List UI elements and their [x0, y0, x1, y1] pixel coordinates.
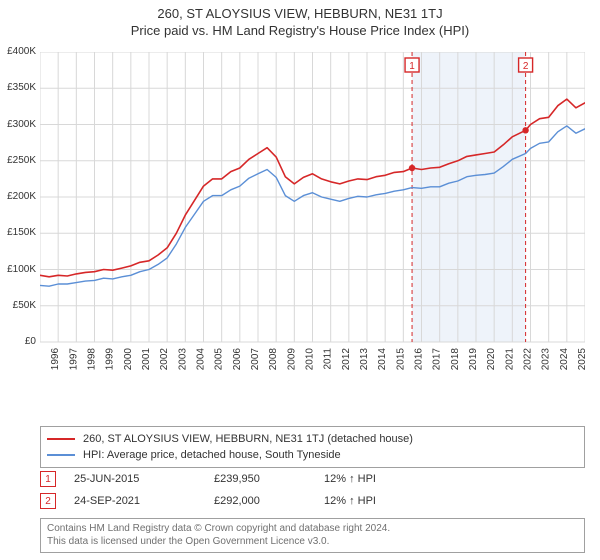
sale-date-1: 24-SEP-2021: [74, 495, 214, 507]
svg-text:2002: 2002: [159, 348, 170, 371]
legend-row-0: 260, ST ALOYSIUS VIEW, HEBBURN, NE31 1TJ…: [47, 431, 578, 447]
svg-text:1998: 1998: [87, 348, 98, 371]
chart-plot-area: 1995 1996 1997 1998 1999 2000 2001 2002 2003 2004…: [40, 52, 585, 372]
svg-text:2001: 2001: [141, 348, 152, 371]
svg-text:2022: 2022: [523, 348, 534, 371]
y-tick-label: £100K: [2, 264, 36, 275]
sale-date-0: 25-JUN-2015: [74, 473, 214, 485]
y-tick-label: £200K: [2, 191, 36, 202]
svg-text:2004: 2004: [196, 348, 207, 371]
footer: Contains HM Land Registry data © Crown c…: [40, 518, 585, 553]
chart-subtitle: Price paid vs. HM Land Registry's House …: [0, 23, 600, 38]
y-tick-label: £350K: [2, 82, 36, 93]
svg-text:1999: 1999: [105, 348, 116, 371]
footer-line-2: This data is licensed under the Open Gov…: [47, 536, 578, 549]
svg-text:2017: 2017: [432, 348, 443, 371]
svg-text:1996: 1996: [50, 348, 61, 371]
sale-price-0: £239,950: [214, 473, 324, 485]
svg-text:2003: 2003: [177, 348, 188, 371]
svg-text:2021: 2021: [504, 348, 515, 371]
chart-svg: 1995 1996 1997 1998 1999 2000 2001 2002 2003 2004…: [40, 52, 585, 372]
sale-hpi-1: 12% ↑ HPI: [324, 495, 444, 507]
legend-row-1: HPI: Average price, detached house, Sout…: [47, 447, 578, 463]
sale-marker-0-text: 1: [45, 474, 51, 485]
svg-text:2: 2: [523, 61, 529, 72]
y-tick-label: £400K: [2, 46, 36, 57]
svg-text:2015: 2015: [395, 348, 406, 371]
y-tick-label: £300K: [2, 119, 36, 130]
svg-text:2009: 2009: [286, 348, 297, 371]
svg-text:2008: 2008: [268, 348, 279, 371]
svg-text:1: 1: [409, 61, 415, 72]
sales-table: 1 25-JUN-2015 £239,950 12% ↑ HPI 2 24-SE…: [40, 468, 585, 512]
legend-label-0: 260, ST ALOYSIUS VIEW, HEBBURN, NE31 1TJ…: [83, 433, 413, 445]
svg-text:2006: 2006: [232, 348, 243, 371]
svg-text:1997: 1997: [68, 348, 79, 371]
sale-marker-1-text: 2: [45, 496, 51, 507]
y-tick-label: £250K: [2, 155, 36, 166]
legend-label-1: HPI: Average price, detached house, Sout…: [83, 449, 341, 461]
sale-row-1: 2 24-SEP-2021 £292,000 12% ↑ HPI: [40, 490, 585, 512]
sale-marker-1: 2: [40, 493, 56, 509]
legend-swatch-0: [47, 438, 75, 440]
sale-hpi-0: 12% ↑ HPI: [324, 473, 444, 485]
svg-text:2024: 2024: [559, 348, 570, 371]
svg-text:2007: 2007: [250, 348, 261, 371]
svg-text:2010: 2010: [305, 348, 316, 371]
svg-text:2011: 2011: [323, 348, 334, 370]
svg-text:2020: 2020: [486, 348, 497, 371]
sale-price-1: £292,000: [214, 495, 324, 507]
svg-text:2023: 2023: [541, 348, 552, 371]
svg-text:2025: 2025: [577, 348, 585, 371]
sale-row-0: 1 25-JUN-2015 £239,950 12% ↑ HPI: [40, 468, 585, 490]
chart-container: 260, ST ALOYSIUS VIEW, HEBBURN, NE31 1TJ…: [0, 6, 600, 560]
svg-text:2018: 2018: [450, 348, 461, 371]
svg-text:2016: 2016: [414, 348, 425, 371]
y-tick-label: £150K: [2, 227, 36, 238]
footer-line-1: Contains HM Land Registry data © Crown c…: [47, 523, 578, 536]
y-tick-label: £0: [2, 336, 36, 347]
y-tick-label: £50K: [2, 300, 36, 311]
svg-text:2019: 2019: [468, 348, 479, 371]
svg-text:1995: 1995: [40, 348, 43, 371]
svg-text:2005: 2005: [214, 348, 225, 371]
chart-title: 260, ST ALOYSIUS VIEW, HEBBURN, NE31 1TJ: [0, 6, 600, 21]
svg-text:2014: 2014: [377, 348, 388, 371]
svg-text:2012: 2012: [341, 348, 352, 371]
svg-text:2000: 2000: [123, 348, 134, 371]
legend: 260, ST ALOYSIUS VIEW, HEBBURN, NE31 1TJ…: [40, 426, 585, 468]
svg-text:2013: 2013: [359, 348, 370, 371]
legend-swatch-1: [47, 454, 75, 456]
sale-marker-0: 1: [40, 471, 56, 487]
